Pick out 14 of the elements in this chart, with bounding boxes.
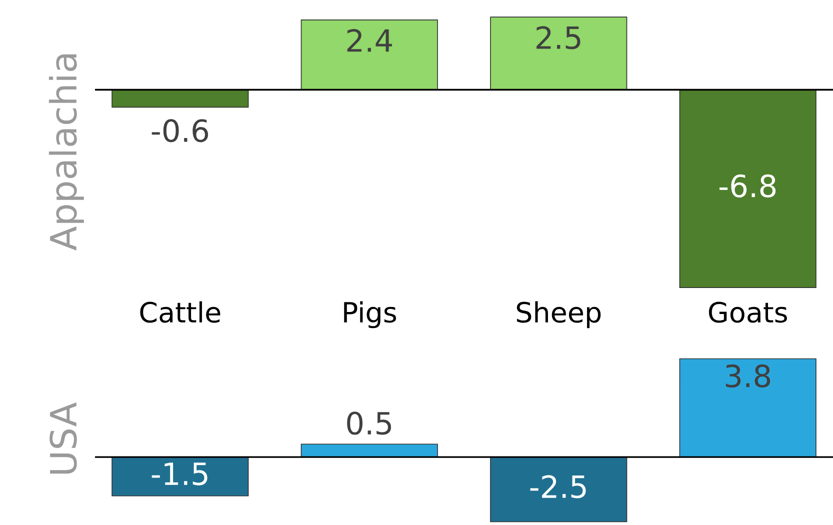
data-label: 2.5	[536, 26, 580, 50]
data-label: 0.5	[347, 412, 392, 435]
y-axis-title: USA	[50, 402, 77, 474]
x-tick-label: Goats	[708, 302, 787, 323]
data-label: 2.4	[347, 29, 392, 52]
x-tick-label: Pigs	[344, 301, 396, 328]
y-axis-title: Appalachia	[48, 54, 84, 251]
x-tick-label: Cattle	[140, 301, 220, 323]
x-tick-label: Sheep	[516, 301, 601, 328]
data-label: -1.5	[152, 462, 208, 486]
data-label: -0.6	[152, 119, 208, 142]
data-label: 3.8	[726, 364, 770, 388]
data-label: -6.8	[720, 174, 776, 198]
data-label: -2.5	[530, 475, 586, 498]
